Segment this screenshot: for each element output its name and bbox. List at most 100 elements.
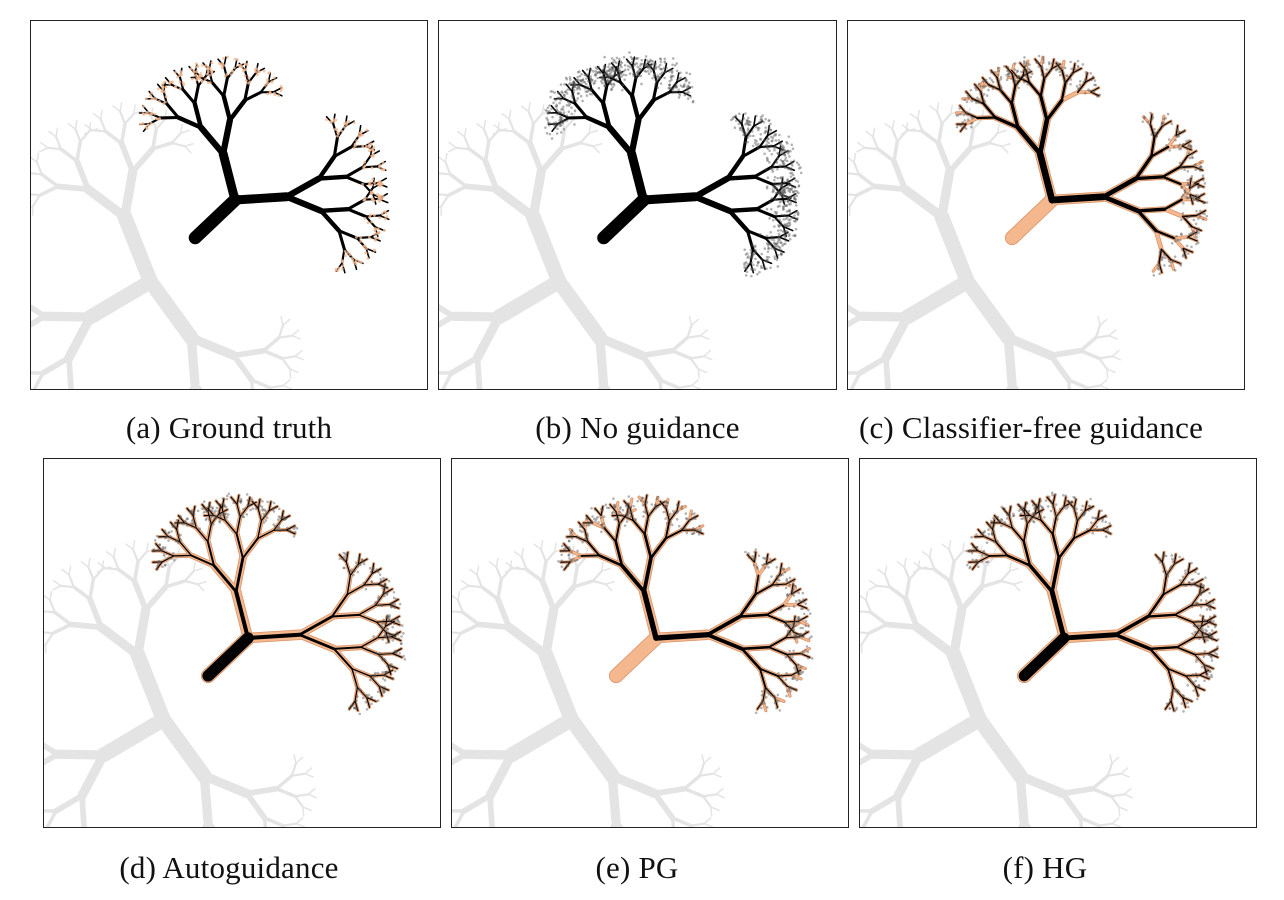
sample-branch (387, 664, 392, 675)
sample-branch (212, 514, 226, 522)
sample-branch (1187, 568, 1198, 575)
background-branch (1078, 816, 1084, 827)
sample-branch (1207, 652, 1219, 658)
sample-branch (785, 578, 796, 585)
background-branch (1106, 368, 1109, 379)
target-branch (638, 496, 646, 506)
sample-scatter (1152, 263, 1161, 277)
sample-branch (345, 551, 349, 563)
sample-branch (192, 101, 204, 130)
sample-scatter (285, 526, 297, 538)
sample-scatter (262, 511, 269, 522)
sample-branch (221, 507, 226, 522)
sample-scatter (773, 210, 792, 228)
background-branch (101, 560, 105, 571)
target-branch (795, 663, 807, 670)
sample-scatter (560, 545, 571, 557)
target-branch (629, 498, 633, 509)
sample-branch (1193, 583, 1204, 589)
background-branch (119, 121, 127, 146)
sample-branch (1101, 525, 1112, 531)
sample-scatter (968, 561, 980, 570)
background-branch (475, 621, 512, 631)
background-branch (40, 172, 60, 189)
target-branch (1179, 183, 1192, 196)
background-branch (1118, 806, 1121, 817)
sample-branch (725, 174, 757, 181)
background-branch (941, 543, 950, 551)
background-branch (52, 579, 62, 587)
sample-branch (765, 604, 785, 616)
sample-branch (1146, 593, 1165, 618)
background-branch (703, 817, 712, 825)
background-branch (872, 127, 876, 138)
sample-branch (161, 550, 175, 557)
sample-branch (778, 145, 782, 157)
sample-branch (644, 503, 649, 518)
sample-scatter (594, 68, 616, 87)
sample-branch (389, 620, 401, 626)
sample-branch (631, 56, 636, 68)
sample-branch (1194, 652, 1210, 656)
sample-branch (1198, 583, 1202, 595)
sample-scatter (607, 66, 625, 83)
background-branch (293, 753, 297, 764)
sample-scatter (336, 129, 344, 138)
background-branch (39, 147, 49, 153)
sample-branch (285, 529, 296, 535)
sample-scatter (801, 648, 814, 660)
sample-branch (1160, 248, 1172, 261)
background-branch (452, 610, 464, 614)
sample-scatter (792, 670, 805, 678)
sample-scatter (238, 499, 246, 519)
sample-scatter (1204, 636, 1220, 642)
sample-branch (1022, 507, 1031, 516)
sample-branch (959, 105, 967, 114)
tree-plot-pg (452, 493, 814, 827)
sample-branch (586, 540, 601, 557)
sample-scatter (987, 519, 994, 535)
background-branch (893, 750, 925, 801)
sample-scatter (562, 94, 584, 109)
background-branch (520, 105, 530, 113)
background-branch (949, 104, 953, 115)
sample-scatter (597, 520, 607, 529)
sample-branch (1187, 563, 1191, 575)
sample-scatter (787, 581, 797, 588)
background-branch (44, 643, 47, 647)
background-branch (455, 146, 471, 151)
tree-plot-hg (860, 491, 1220, 827)
sample-scatter (762, 556, 769, 566)
sample-scatter (751, 137, 782, 156)
sample-scatter (161, 545, 173, 560)
sample-branch (377, 636, 393, 639)
sample-branch (773, 247, 779, 259)
background-branch (916, 109, 920, 120)
caption-autoguidance: (d) Autoguidance (119, 850, 339, 885)
sample-branch (215, 500, 223, 509)
caption-classifier-free-guidance: (c) Classifier-free guidance (858, 410, 1204, 445)
sample-branch (681, 86, 692, 93)
background-branch (559, 107, 563, 118)
sample-scatter (1083, 504, 1093, 515)
background-branch (984, 556, 996, 569)
background-branch (520, 555, 528, 571)
sample-branch (360, 637, 379, 648)
background-branch (658, 378, 681, 389)
sample-branch (762, 686, 767, 702)
sample-scatter (778, 186, 799, 206)
sample-scatter (220, 505, 226, 516)
background-branch (493, 124, 502, 131)
sample-branch (573, 76, 581, 86)
sample-branch (201, 503, 209, 513)
background-branch (600, 380, 611, 389)
background-branch (1097, 822, 1114, 827)
background-branch (508, 109, 512, 120)
sample-scatter (978, 94, 989, 104)
sample-scatter (1184, 244, 1193, 255)
sample-branch (754, 198, 775, 211)
sample-branch (338, 554, 347, 563)
sample-branch (766, 124, 770, 137)
sample-scatter (288, 525, 299, 533)
background-branch (860, 610, 872, 614)
